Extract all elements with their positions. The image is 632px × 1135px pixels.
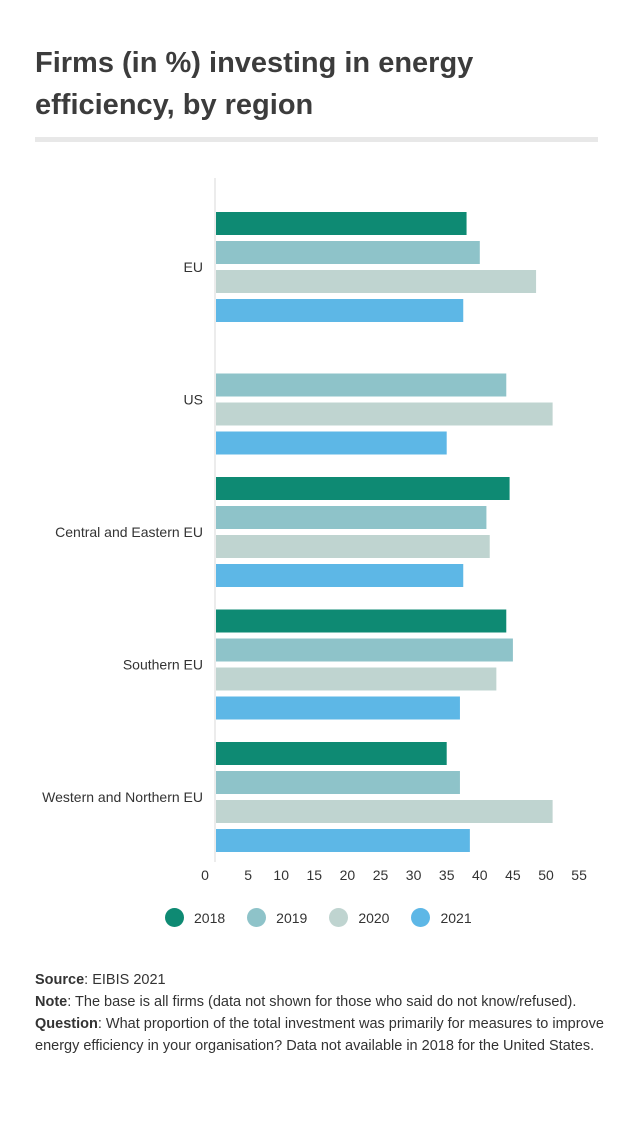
bar bbox=[216, 609, 507, 633]
x-tick-label: 45 bbox=[505, 867, 521, 883]
question-label: Question bbox=[35, 1016, 98, 1032]
legend-label: 2020 bbox=[358, 909, 390, 926]
legend-label: 2019 bbox=[276, 909, 308, 926]
legend-swatch bbox=[165, 908, 184, 927]
bar bbox=[216, 506, 487, 529]
x-tick-label: 40 bbox=[472, 867, 488, 883]
category-label: Western and Northern EU bbox=[42, 789, 203, 805]
chart-title: Firms (in %) investing in energy efficie… bbox=[35, 47, 474, 121]
legend-label: 2021 bbox=[440, 909, 472, 926]
x-tick-label: 30 bbox=[406, 867, 422, 883]
legend-swatch bbox=[411, 908, 431, 927]
x-tick-label: 0 bbox=[201, 867, 209, 883]
title-divider bbox=[35, 137, 598, 142]
x-tick-label: 5 bbox=[244, 867, 252, 883]
x-tick-label: 35 bbox=[439, 867, 455, 883]
source-text: : EIBIS 2021 bbox=[84, 972, 166, 988]
legend-item: 2021 bbox=[411, 908, 472, 927]
bar bbox=[216, 212, 467, 235]
bar bbox=[216, 431, 447, 455]
chart-notes: Source: EIBIS 2021 Note: The base is all… bbox=[35, 969, 605, 1057]
legend-item: 2020 bbox=[329, 908, 389, 927]
question-note: Question: What proportion of the total i… bbox=[35, 1013, 605, 1057]
x-tick-label: 10 bbox=[273, 867, 289, 883]
source-label: Source bbox=[35, 972, 85, 988]
x-tick-label: 20 bbox=[340, 867, 356, 883]
bar bbox=[216, 696, 460, 720]
legend-swatch bbox=[329, 908, 349, 927]
x-tick-label: 25 bbox=[373, 867, 389, 883]
x-tick-label: 50 bbox=[538, 867, 554, 883]
note-text: : The base is all firms (data not shown … bbox=[67, 994, 577, 1010]
bar bbox=[216, 564, 464, 587]
x-tick-label: 15 bbox=[307, 867, 323, 883]
bar bbox=[216, 402, 553, 426]
legend-label: 2018 bbox=[194, 909, 226, 926]
category-label: Central and Eastern EU bbox=[55, 524, 203, 540]
bar bbox=[216, 535, 490, 558]
category-label: Southern EU bbox=[123, 657, 203, 673]
base-note: Note: The base is all firms (data not sh… bbox=[35, 991, 605, 1013]
category-label: EU bbox=[184, 259, 203, 275]
legend-swatch bbox=[247, 908, 267, 927]
x-tick-label: 55 bbox=[571, 867, 587, 883]
bar bbox=[216, 667, 497, 691]
note-label: Note bbox=[35, 994, 68, 1010]
legend-item: 2018 bbox=[165, 908, 225, 927]
bar bbox=[216, 829, 470, 852]
question-text: : What proportion of the total investmen… bbox=[35, 1016, 604, 1054]
legend-item: 2019 bbox=[247, 908, 307, 927]
bar bbox=[216, 477, 510, 500]
bar-chart: EU US Central and Eastern EU Southern EU Wes… bbox=[42, 178, 587, 883]
bar bbox=[216, 299, 464, 322]
bar bbox=[216, 270, 537, 293]
bar bbox=[216, 771, 460, 794]
chart-legend: 2018 2019 2020 2021 bbox=[165, 908, 494, 927]
bar bbox=[216, 800, 553, 823]
bar bbox=[216, 638, 513, 662]
source-note: Source: EIBIS 2021 bbox=[35, 969, 605, 991]
bar bbox=[216, 373, 507, 397]
category-label: US bbox=[184, 392, 203, 408]
bar bbox=[216, 241, 480, 264]
bar bbox=[216, 742, 447, 765]
